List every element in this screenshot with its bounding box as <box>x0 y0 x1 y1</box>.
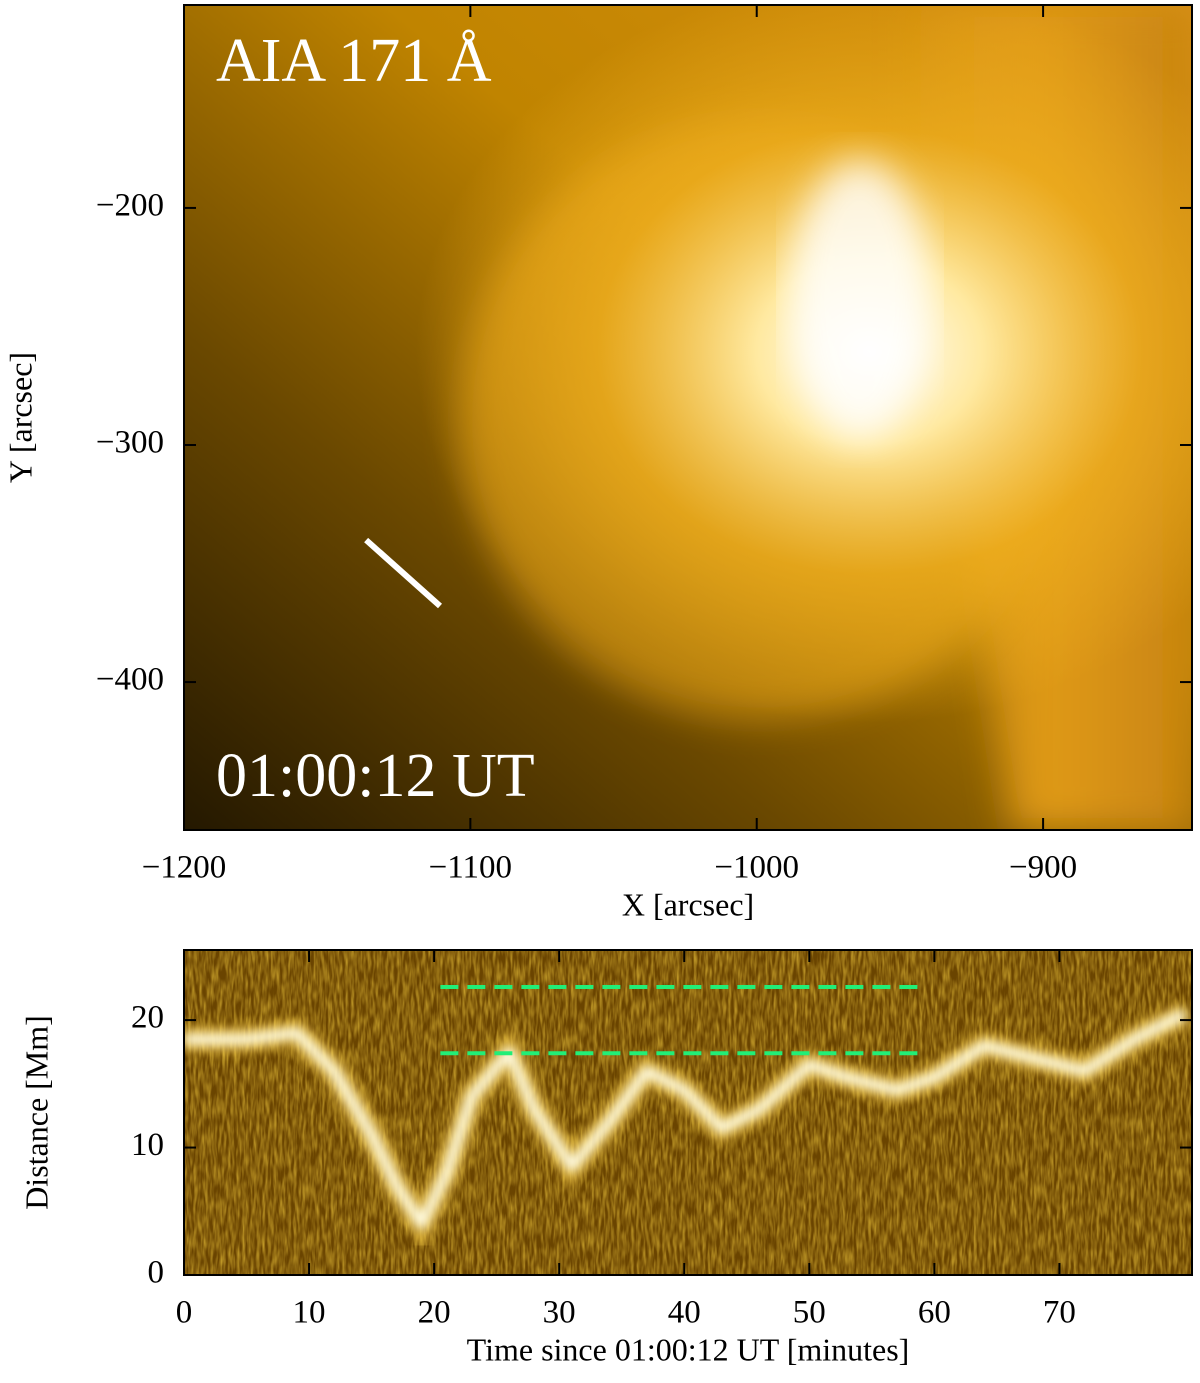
x-axis-label: X [arcsec] <box>622 886 754 922</box>
x-tick-label: 30 <box>543 1295 576 1331</box>
x-tick-label: 70 <box>1043 1295 1076 1331</box>
x-tick-label: −900 <box>1009 850 1077 886</box>
y-tick-label: 10 <box>131 1127 164 1163</box>
plot-area <box>364 537 443 609</box>
y-tick-label: −300 <box>96 425 164 461</box>
x-tick-label: −1100 <box>429 850 512 886</box>
slit <box>364 537 443 609</box>
y-tick-label: 20 <box>131 1000 164 1036</box>
y-tick-label: −400 <box>96 662 164 698</box>
plot-area <box>184 984 1191 1251</box>
y-tick-label: −200 <box>96 188 164 224</box>
track <box>184 1008 1187 1230</box>
y-tick-label: 0 <box>148 1255 165 1291</box>
x-tick-label: 10 <box>293 1295 326 1331</box>
x-tick-label: 40 <box>668 1295 701 1331</box>
x-tick-label: 60 <box>918 1295 951 1331</box>
y-axis-label: Y [arcsec] <box>2 352 38 483</box>
x-tick-label: 20 <box>418 1295 451 1331</box>
frame <box>183 949 1193 1276</box>
annotation: 01:00:12 UT <box>216 742 535 810</box>
image-background <box>184 5 1192 830</box>
x-tick-label: 50 <box>793 1295 826 1331</box>
frame <box>183 4 1193 831</box>
annotation: AIA 171 Å <box>216 27 492 95</box>
x-axis-label: Time since 01:00:12 UT [minutes] <box>467 1331 910 1367</box>
x-tick-label: −1200 <box>142 850 227 886</box>
y-axis-label: Distance [Mm] <box>18 1015 54 1210</box>
x-tick-label: 0 <box>176 1295 193 1331</box>
x-tick-label: −1000 <box>714 850 799 886</box>
